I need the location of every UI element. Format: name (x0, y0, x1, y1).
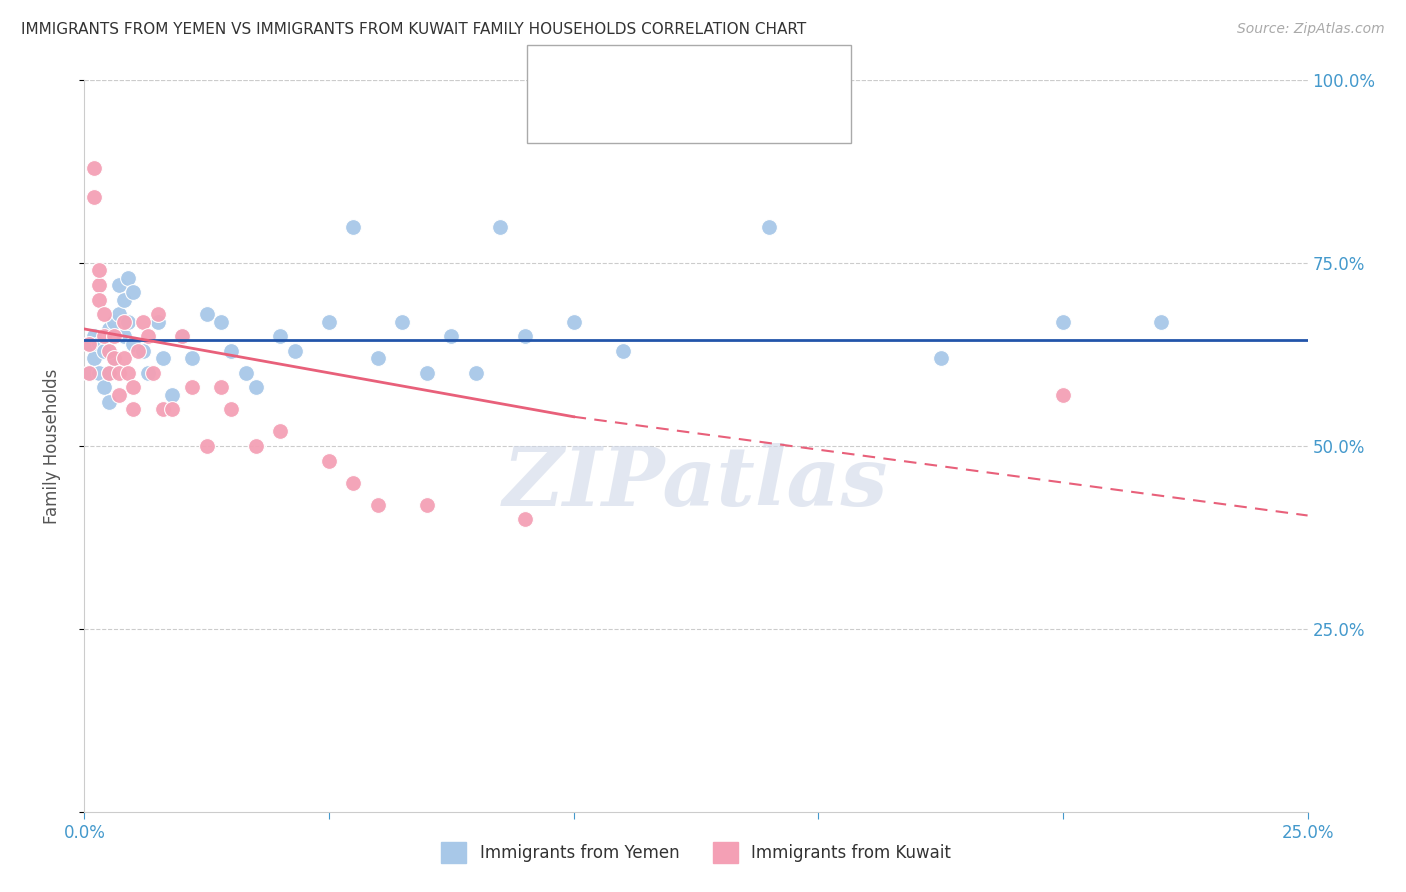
Point (146, 307, 169, 321)
Point (112, 329, 135, 343)
Point (162, 388, 184, 402)
Point (612, 343, 634, 358)
Point (87, 278, 110, 293)
Point (284, 343, 307, 358)
Text: IMMIGRANTS FROM YEMEN VS IMMIGRANTS FROM KUWAIT FAMILY HOUSEHOLDS CORRELATION CH: IMMIGRANTS FROM YEMEN VS IMMIGRANTS FROM… (21, 22, 806, 37)
Point (112, 351, 135, 366)
Point (416, 498, 439, 512)
Point (142, 366, 165, 380)
Point (93, 329, 115, 343)
Point (117, 270, 139, 285)
Point (342, 219, 364, 234)
Text: R = -0.011   N = 50: R = -0.011 N = 50 (598, 68, 789, 86)
Point (107, 366, 129, 380)
Point (195, 307, 218, 321)
Point (103, 351, 125, 366)
Point (93, 343, 115, 358)
Point (103, 351, 125, 366)
Text: ZIPatlas: ZIPatlas (503, 442, 889, 523)
Point (77, 366, 100, 380)
Point (93, 380, 115, 394)
Point (172, 329, 194, 343)
Point (97, 343, 120, 358)
Point (269, 425, 291, 439)
Point (83, 161, 105, 175)
Point (209, 380, 232, 394)
Point (77, 366, 100, 380)
Point (181, 351, 204, 366)
Point (107, 388, 129, 402)
Point (87, 293, 110, 307)
Point (367, 351, 389, 366)
Point (209, 315, 232, 329)
Point (122, 402, 145, 417)
Point (83, 190, 105, 204)
Point (219, 402, 242, 417)
Point (77, 336, 100, 351)
Point (103, 329, 125, 343)
Point (342, 475, 364, 490)
Point (93, 307, 115, 321)
Point (112, 293, 135, 307)
Point (318, 315, 340, 329)
Point (391, 315, 413, 329)
Point (152, 402, 174, 417)
Point (136, 329, 159, 343)
Point (127, 343, 149, 358)
Point (195, 439, 218, 453)
Point (1052, 315, 1074, 329)
Point (269, 329, 291, 343)
Point (219, 343, 242, 358)
Point (83, 351, 105, 366)
Point (77, 336, 100, 351)
Point (132, 315, 155, 329)
Point (122, 336, 145, 351)
Point (107, 307, 129, 321)
Point (83, 329, 105, 343)
Point (117, 315, 139, 329)
Point (513, 329, 536, 343)
Point (103, 315, 125, 329)
Point (245, 380, 267, 394)
Point (122, 285, 145, 300)
Point (97, 366, 120, 380)
Point (235, 366, 257, 380)
Point (146, 315, 169, 329)
Point (87, 263, 110, 277)
Point (464, 366, 486, 380)
Point (132, 343, 155, 358)
Point (513, 512, 536, 526)
Point (758, 219, 780, 234)
Legend: Immigrants from Yemen, Immigrants from Kuwait: Immigrants from Yemen, Immigrants from K… (434, 836, 957, 869)
Point (1150, 315, 1173, 329)
Point (136, 366, 159, 380)
Point (117, 366, 139, 380)
Point (416, 366, 439, 380)
Point (97, 366, 120, 380)
Point (97, 395, 120, 409)
Point (107, 278, 129, 293)
Y-axis label: Family Households: Family Households (42, 368, 60, 524)
Point (97, 322, 120, 336)
Point (367, 498, 389, 512)
Point (181, 380, 204, 394)
Text: Source: ZipAtlas.com: Source: ZipAtlas.com (1237, 22, 1385, 37)
Point (318, 453, 340, 467)
Point (489, 219, 512, 234)
Point (87, 336, 110, 351)
Point (929, 351, 952, 366)
Text: R = -0.108   N = 40: R = -0.108 N = 40 (598, 102, 790, 120)
Point (562, 315, 585, 329)
Point (172, 329, 194, 343)
Point (1052, 388, 1074, 402)
Point (87, 366, 110, 380)
Point (245, 439, 267, 453)
Point (122, 380, 145, 394)
Point (152, 351, 174, 366)
Point (112, 315, 135, 329)
Point (440, 329, 463, 343)
Point (162, 402, 184, 417)
